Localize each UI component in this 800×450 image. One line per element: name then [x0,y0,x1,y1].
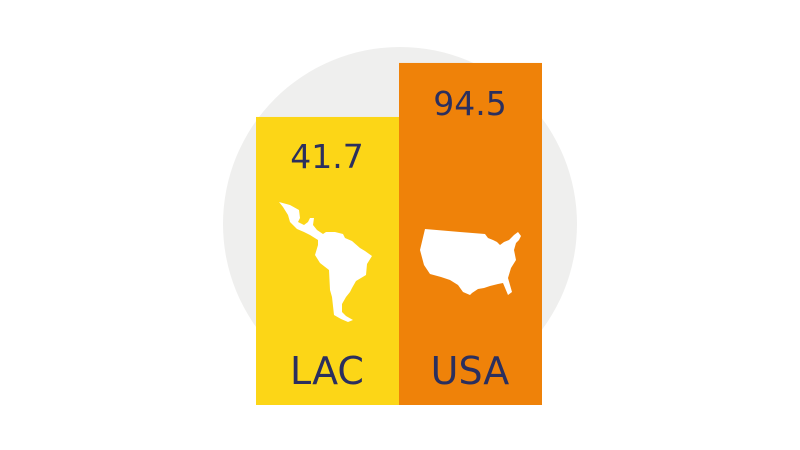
category-label-usa: USA [431,349,510,393]
data-label-lac: 41.7 [290,137,363,176]
data-label-usa: 94.5 [433,84,506,123]
usa-map-icon [420,229,521,295]
latin-america-map-icon [279,202,372,322]
category-label-lac: LAC [290,349,364,393]
